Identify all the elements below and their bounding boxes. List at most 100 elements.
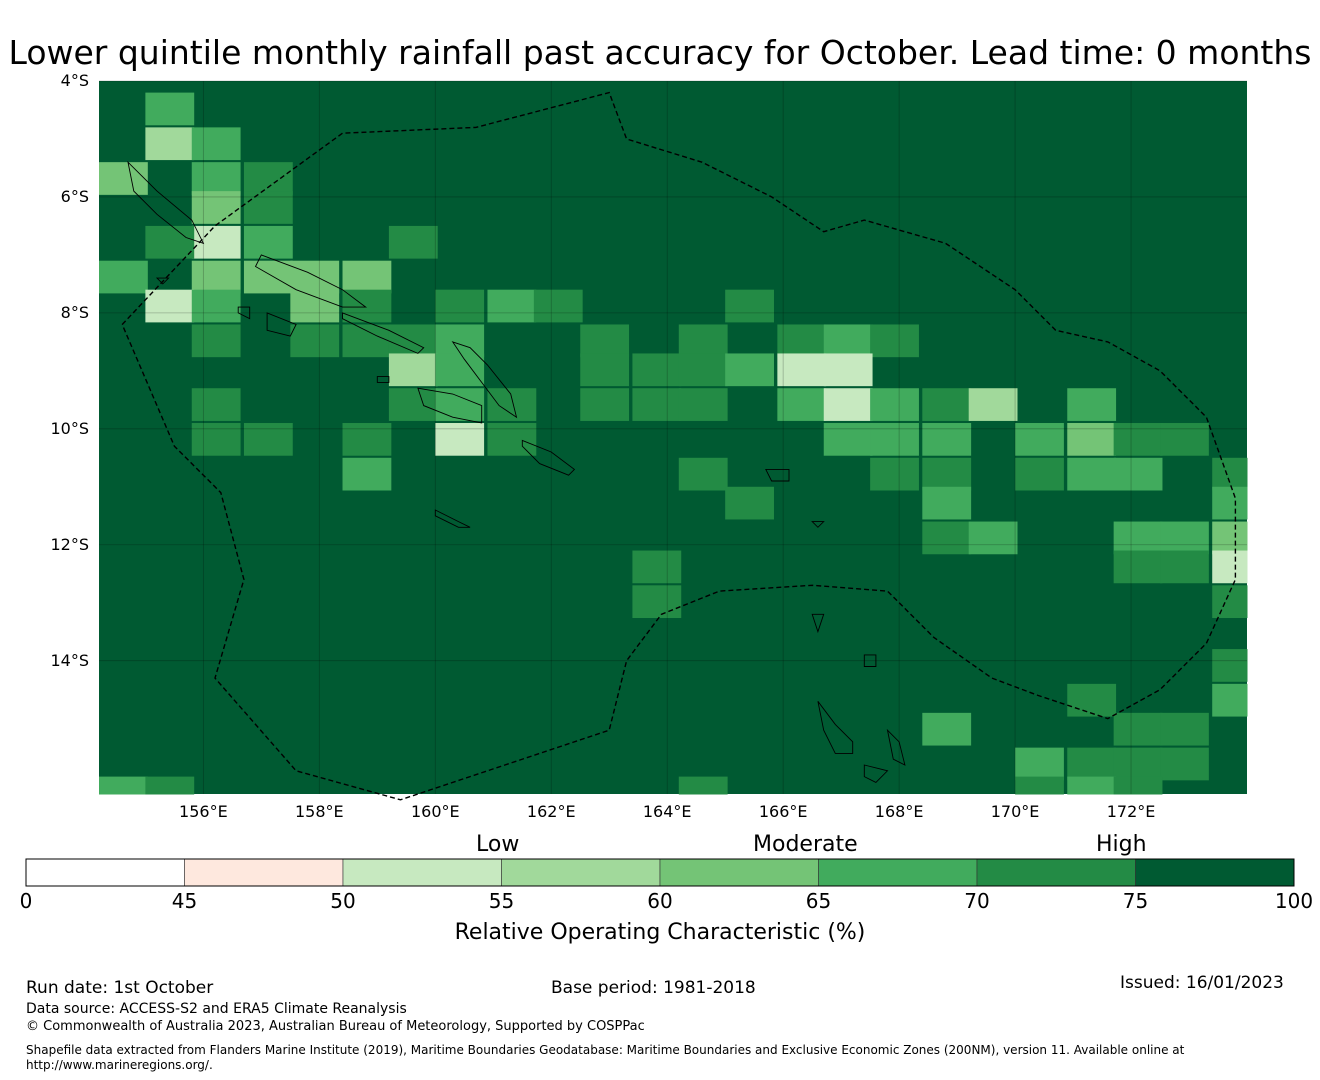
lat-label-10s: 10°S	[50, 418, 89, 438]
map-cell	[243, 162, 293, 195]
map-cell	[870, 423, 919, 456]
lon-label-158e: 158°E	[294, 802, 344, 821]
map-cell	[1015, 776, 1064, 795]
map-cell	[777, 324, 827, 358]
island-outline	[451, 341, 518, 419]
map-cell	[487, 388, 537, 421]
map-gridlines	[99, 80, 1247, 794]
map-cell	[870, 457, 919, 491]
map-cell	[1067, 423, 1117, 456]
map-cell	[1212, 486, 1248, 520]
map-cell	[1015, 423, 1064, 456]
map-cell	[290, 260, 340, 294]
colorbar-tick-75: 75	[1122, 889, 1149, 913]
map-cell	[1113, 712, 1163, 746]
map-cell	[632, 585, 682, 619]
map-cell	[243, 260, 293, 294]
map-cell	[870, 324, 919, 358]
map-cell	[823, 423, 873, 456]
map-cell	[777, 388, 827, 421]
map-cell	[99, 260, 148, 294]
map-cell	[580, 388, 630, 421]
map-cell	[678, 353, 728, 387]
map-cell	[1113, 457, 1163, 491]
island-outline	[127, 160, 205, 245]
map-cell	[580, 324, 630, 358]
map-cell	[1113, 776, 1163, 795]
map-cell	[145, 225, 195, 259]
lon-label-172e: 172°E	[1106, 802, 1156, 821]
colorbar-tick-100: 100	[1274, 889, 1314, 913]
map-cell	[243, 423, 293, 456]
map-cell	[145, 289, 195, 323]
map-cell	[435, 353, 485, 387]
map-cell	[191, 388, 241, 421]
colorbar-segment	[818, 858, 978, 887]
map-cell	[487, 423, 537, 456]
map-cell	[678, 324, 728, 358]
island-outline	[863, 654, 877, 667]
map-cell	[191, 289, 241, 323]
map-cell	[1160, 550, 1209, 584]
map-cell	[1067, 683, 1117, 717]
lon-label-170e: 170°E	[990, 802, 1040, 821]
map-cell	[435, 423, 485, 456]
island-outline	[266, 312, 297, 337]
map-cell	[1067, 388, 1117, 421]
copyright-note: © Commonwealth of Australia 2023, Austra…	[26, 1019, 645, 1034]
map-cell	[632, 388, 682, 421]
map-cell	[922, 423, 972, 456]
map-cell	[823, 353, 873, 387]
lon-label-156e: 156°E	[179, 802, 228, 821]
island-outline	[886, 728, 906, 766]
colorbar-tick-70: 70	[964, 889, 990, 913]
map-cell	[99, 776, 148, 795]
colorbar-segment	[1135, 858, 1295, 887]
lon-label-168e: 168°E	[874, 802, 924, 821]
island-outline	[417, 387, 483, 424]
map-cell	[145, 776, 195, 795]
map-cell	[1212, 649, 1248, 682]
issued-date: Issued: 16/01/2023	[1120, 973, 1284, 993]
island-outline	[342, 312, 425, 354]
map-cell	[1113, 550, 1163, 584]
map-cell	[580, 353, 630, 387]
map-cell	[533, 289, 583, 323]
map-cell	[99, 162, 148, 195]
colorbar-segment	[184, 858, 344, 887]
colorbar-tick-0: 0	[19, 889, 33, 913]
map-cell	[435, 289, 485, 323]
lon-label-164e: 164°E	[642, 802, 692, 821]
map-cell	[725, 289, 774, 323]
map-cell	[243, 225, 293, 259]
map-cell	[1160, 747, 1209, 781]
colorbar-tick-45: 45	[171, 889, 198, 913]
map-cell	[1067, 457, 1117, 491]
map-cell	[1160, 423, 1209, 456]
map-cell	[342, 289, 392, 323]
map-cell	[342, 324, 392, 358]
shapefile-credit: Shapefile data extracted from Flanders M…	[26, 1043, 1185, 1072]
island-outline	[811, 521, 825, 528]
island-outline	[765, 468, 790, 482]
map-cell	[191, 162, 241, 195]
map-cell	[1212, 550, 1248, 584]
map-cell	[1015, 457, 1064, 491]
map-coastlines	[127, 160, 906, 783]
map-cell	[1015, 747, 1064, 781]
map-cell	[191, 423, 241, 456]
island-outline	[254, 254, 368, 308]
map-grid-cells	[99, 92, 1248, 795]
map-cell	[388, 225, 438, 259]
colorbar-category-moderate: Moderate	[753, 832, 858, 857]
map-cell	[777, 353, 827, 387]
map-cell	[725, 353, 774, 387]
lat-label-12s: 12°S	[50, 534, 89, 554]
lat-label-8s: 8°S	[60, 302, 89, 322]
colorbar-segment	[501, 858, 661, 887]
map-cell	[922, 486, 972, 520]
data-source: Data source: ACCESS-S2 and ERA5 Climate …	[26, 1001, 407, 1017]
rainfall-accuracy-map	[99, 80, 1248, 801]
lon-label-160e: 160°E	[410, 802, 460, 821]
map-cell	[342, 457, 392, 491]
